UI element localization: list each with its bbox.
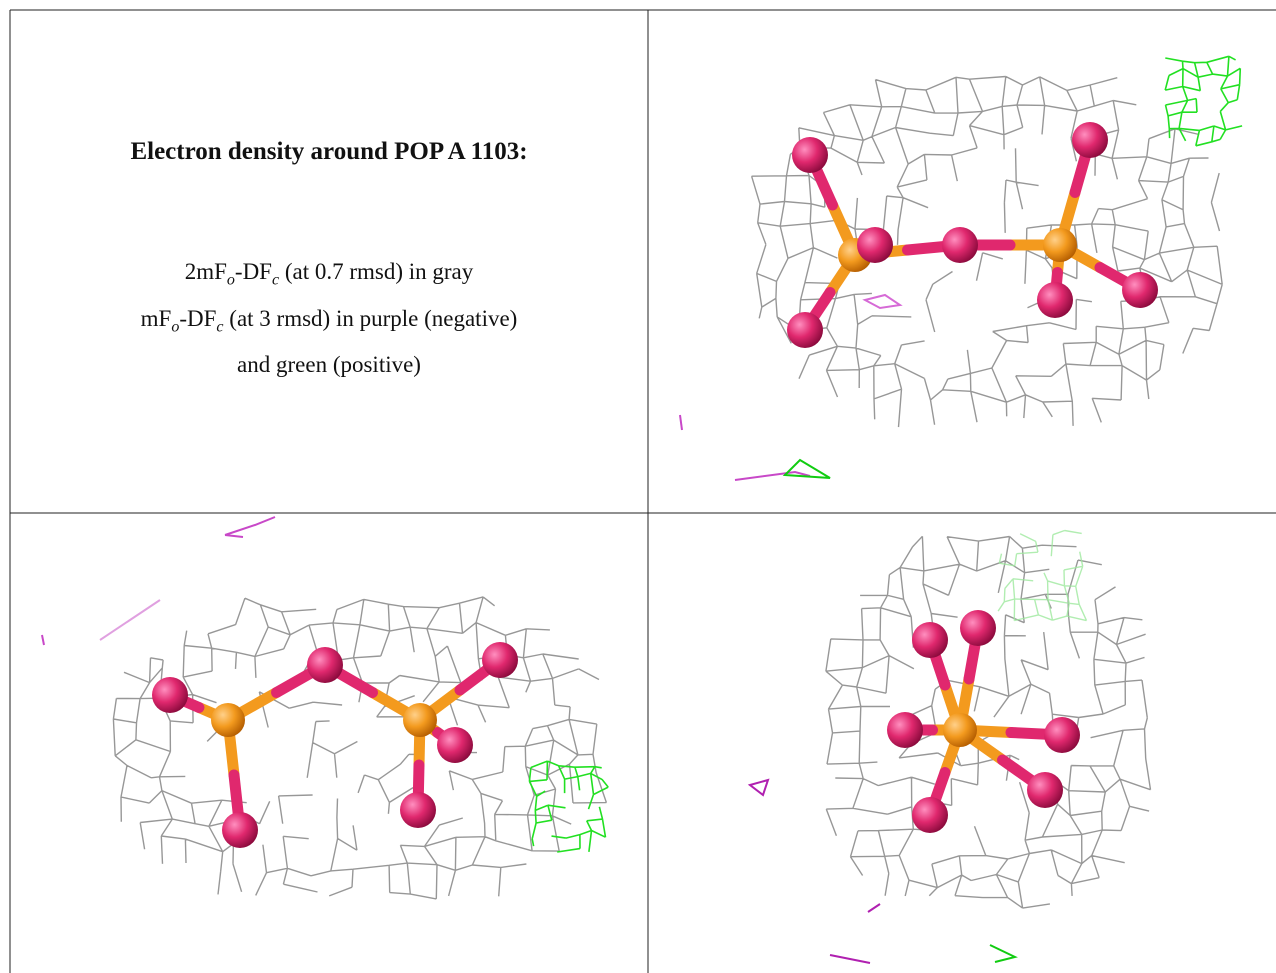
- atom: [211, 703, 245, 737]
- caption-line: 2mFo-DFc (at 0.7 rmsd) in gray: [10, 253, 648, 300]
- atom: [792, 137, 828, 173]
- text: -DF: [234, 259, 272, 284]
- difference-fragment: [989, 944, 1018, 963]
- table-borders: [9, 9, 1276, 973]
- subscript: c: [216, 318, 224, 336]
- atom: [942, 227, 978, 263]
- atom: [1122, 272, 1158, 308]
- caption-line: and green (positive): [10, 346, 648, 384]
- caption: Electron density around POP A 1103: 2mFo…: [10, 10, 648, 513]
- text: (at 3 rmsd) in purple (negative): [223, 305, 518, 331]
- atom: [960, 610, 996, 646]
- density-mesh: [112, 596, 608, 900]
- density-mesh: [997, 529, 1088, 622]
- text: mF: [140, 305, 172, 331]
- difference-fragment: [782, 458, 831, 479]
- difference-fragment: [862, 293, 903, 310]
- caption-title: Electron density around POP A 1103:: [130, 138, 528, 165]
- atom: [1044, 717, 1080, 753]
- atom: [403, 703, 437, 737]
- text: and green (positive): [237, 352, 421, 378]
- difference-fragment: [99, 599, 161, 641]
- atom: [437, 727, 473, 763]
- density-mesh: [750, 75, 1223, 428]
- difference-fragment: [829, 954, 871, 964]
- atom: [912, 622, 948, 658]
- atom: [887, 712, 923, 748]
- density-mesh: [1164, 55, 1243, 147]
- atom: [1072, 122, 1108, 158]
- difference-fragment: [747, 778, 770, 797]
- caption-line: mFo-DFc (at 3 rmsd) in purple (negative): [10, 300, 648, 347]
- atom: [307, 647, 343, 683]
- atom: [222, 812, 258, 848]
- atom: [400, 792, 436, 828]
- difference-fragment: [867, 903, 881, 913]
- atom: [482, 642, 518, 678]
- text: -DF: [179, 305, 217, 331]
- atom: [857, 227, 893, 263]
- difference-fragment: [734, 470, 811, 481]
- difference-fragment: [679, 414, 683, 431]
- atom: [912, 797, 948, 833]
- subscript: c: [271, 271, 280, 289]
- density-mesh: [528, 760, 609, 853]
- caption-lines: 2mFo-DFc (at 0.7 rmsd) in gray mFo-DFc (a…: [10, 253, 648, 384]
- atom: [152, 677, 188, 713]
- subscript: o: [171, 318, 180, 336]
- atom: [1043, 228, 1077, 262]
- text: 2mF: [184, 259, 227, 284]
- atom: [943, 713, 977, 747]
- text: (at 0.7 rmsd) in gray: [279, 259, 474, 284]
- subscript: o: [226, 271, 235, 289]
- difference-fragment: [41, 634, 45, 646]
- difference-fragment: [224, 516, 276, 538]
- density-mesh: [825, 535, 1152, 909]
- atom: [787, 312, 823, 348]
- atom: [1037, 282, 1073, 318]
- atom: [1027, 772, 1063, 808]
